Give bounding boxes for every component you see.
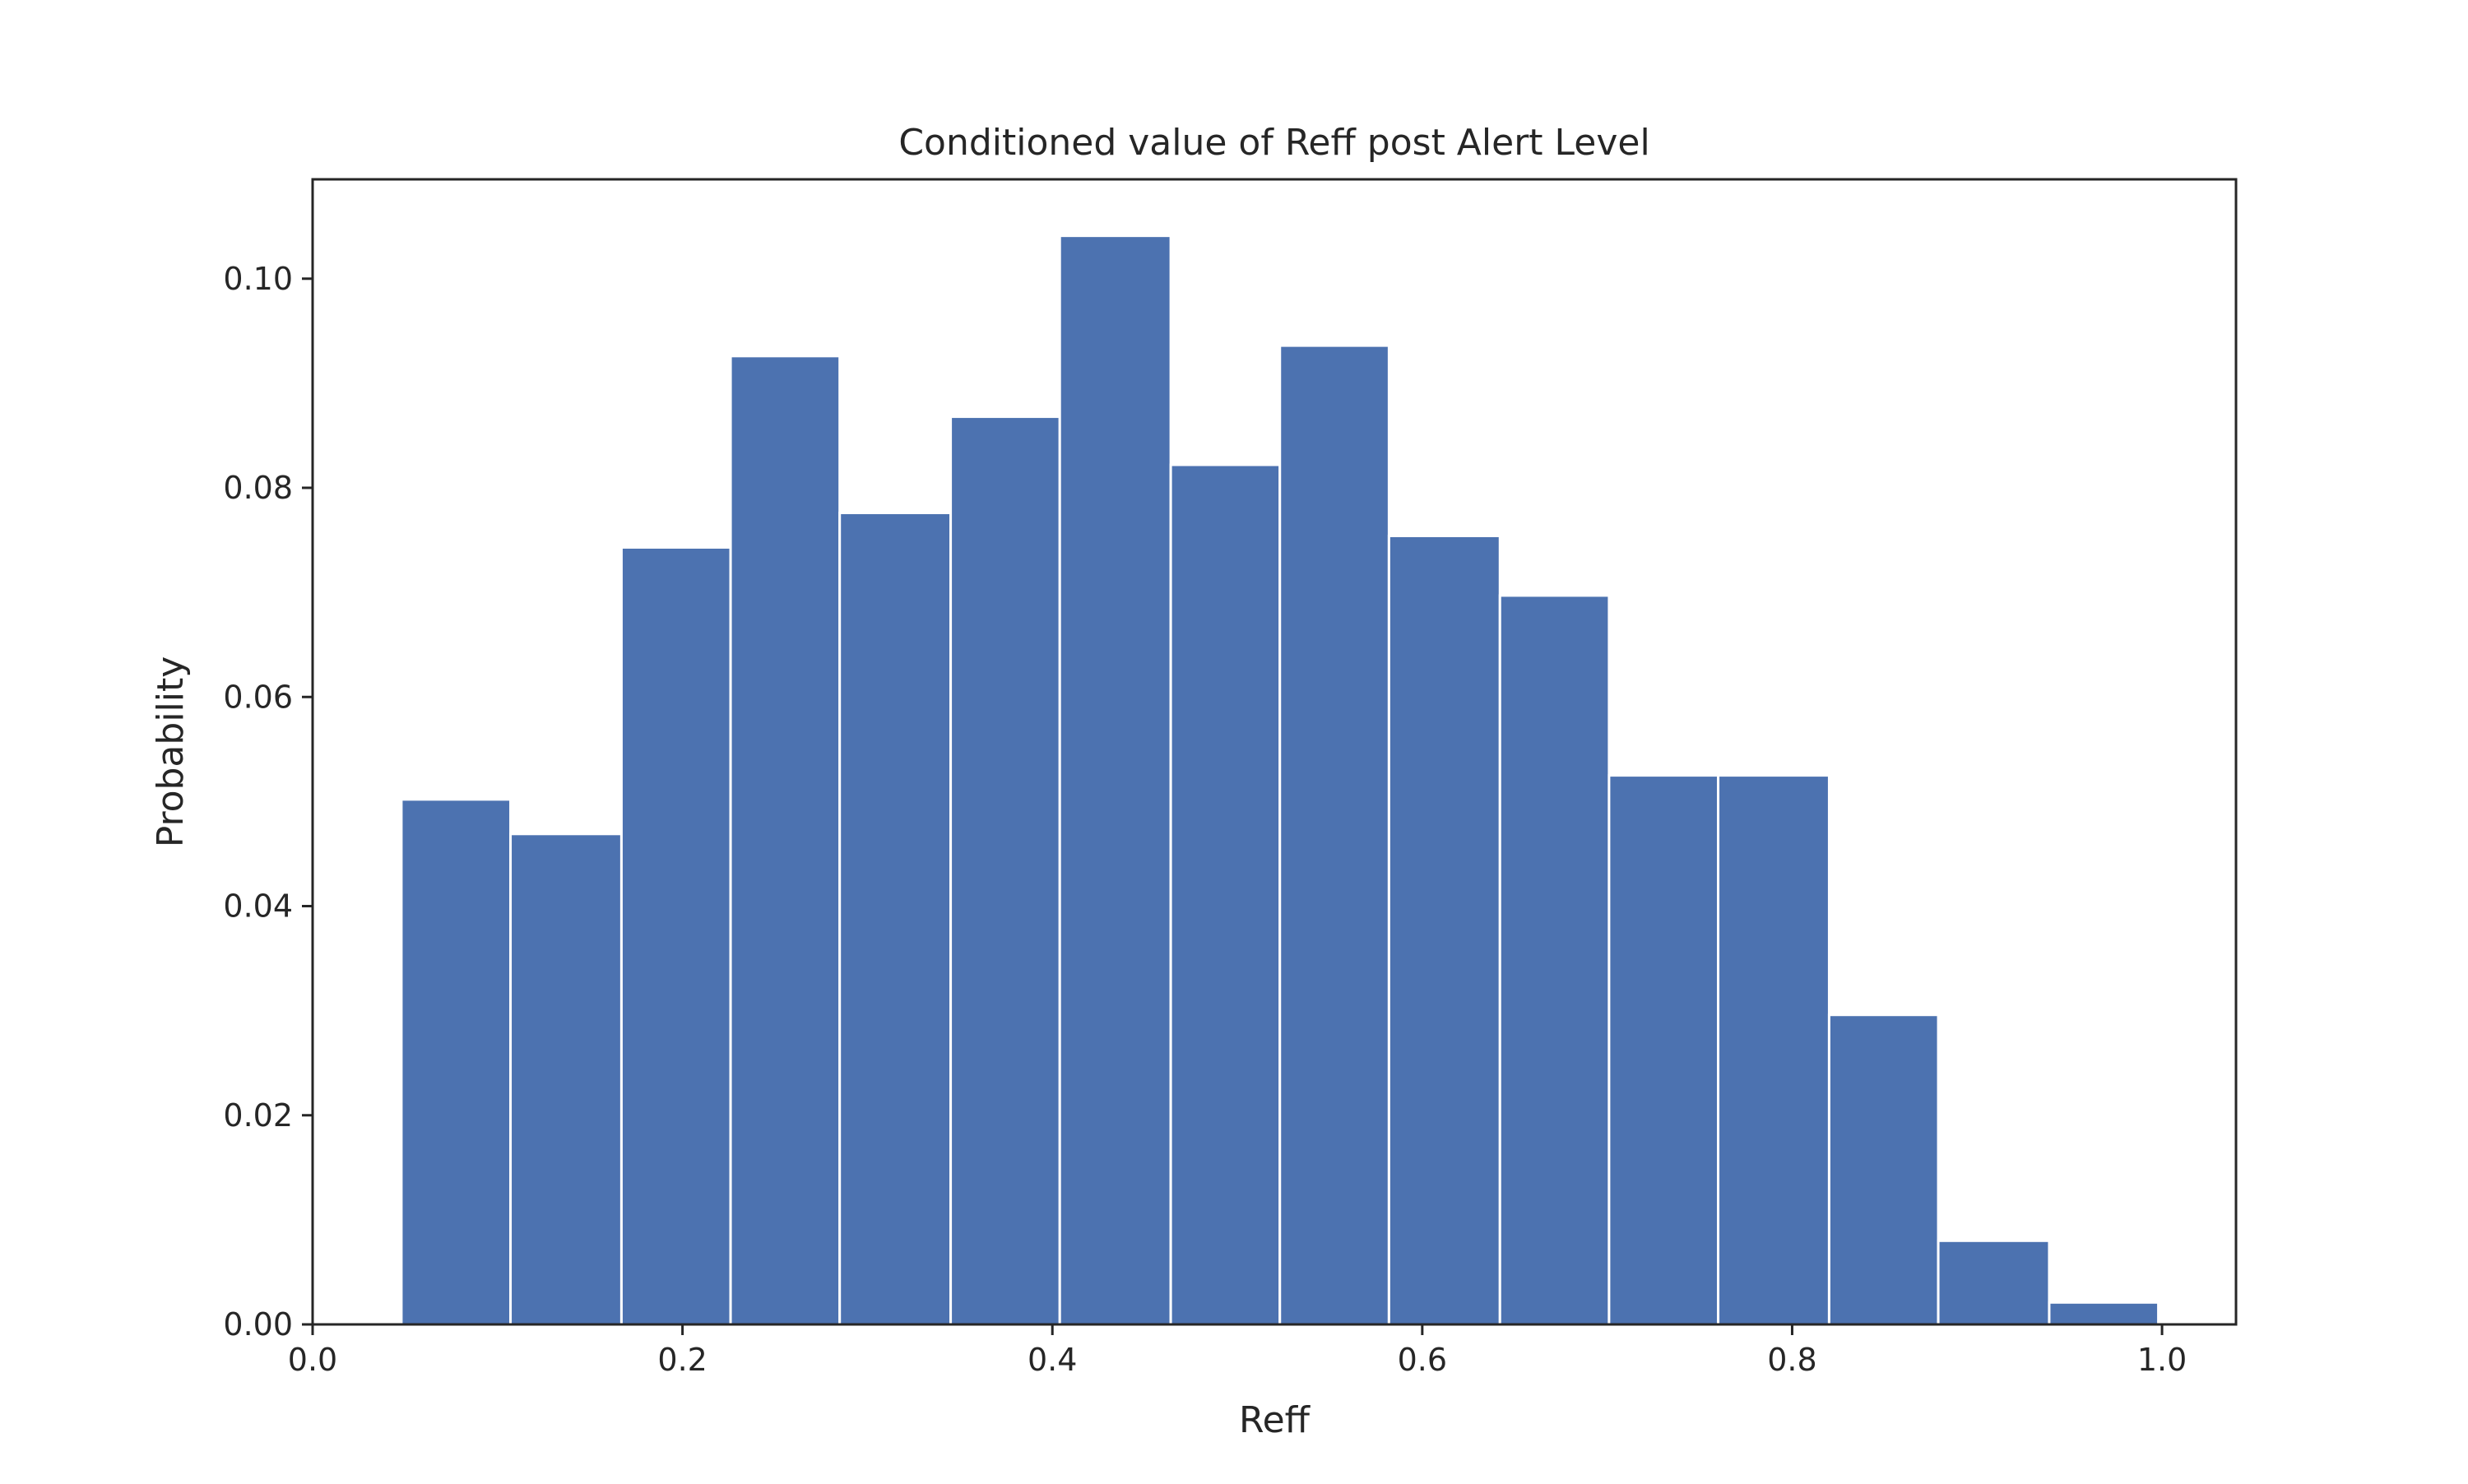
y-axis-label: Probability <box>150 656 192 848</box>
histogram-bar-12 <box>1607 774 1720 1326</box>
histogram-bar-1 <box>400 798 513 1326</box>
x-tick-label: 0.2 <box>657 1342 707 1378</box>
histogram-bar-7 <box>1058 234 1172 1326</box>
chart-title: Conditioned value of Reff post Alert Lev… <box>898 122 1649 164</box>
x-tick-label: 0.0 <box>288 1342 337 1378</box>
y-tick-label: 0.08 <box>223 470 293 506</box>
y-tick-label: 0.06 <box>223 679 293 715</box>
y-tick-label: 0.04 <box>223 888 293 925</box>
histogram-bar-11 <box>1498 594 1611 1326</box>
histogram-bar-10 <box>1387 534 1501 1326</box>
y-axis-ticks: 0.00 0.02 0.04 0.06 0.08 0.10 <box>223 261 313 1343</box>
plot-frame <box>311 178 2238 1326</box>
histogram-bar-15 <box>1937 1239 2051 1326</box>
histogram-bar-5 <box>838 512 953 1326</box>
x-axis-label: Reff <box>1239 1399 1311 1441</box>
histogram-bar-9 <box>1278 344 1390 1326</box>
histogram-bar-16 <box>2048 1301 2160 1326</box>
y-tick-label: 0.10 <box>223 261 293 297</box>
bars-group <box>400 234 2160 1326</box>
x-tick-label: 0.6 <box>1398 1342 1447 1378</box>
histogram-bar-8 <box>1169 463 1282 1326</box>
x-tick-label: 0.4 <box>1028 1342 1077 1378</box>
histogram-bar-3 <box>619 545 732 1326</box>
y-tick-label: 0.02 <box>223 1097 293 1134</box>
histogram-bar-6 <box>949 415 1061 1326</box>
histogram-bar-14 <box>1827 1013 1940 1326</box>
x-axis-ticks: 0.0 0.2 0.4 0.6 0.8 1.0 <box>288 1324 2187 1378</box>
y-tick-label: 0.00 <box>223 1306 293 1343</box>
histogram-bar-4 <box>729 355 842 1326</box>
x-tick-label: 0.8 <box>1767 1342 1816 1378</box>
histogram-bar-13 <box>1717 774 1830 1326</box>
histogram-bar-2 <box>509 832 623 1326</box>
x-tick-label: 1.0 <box>2137 1342 2187 1378</box>
